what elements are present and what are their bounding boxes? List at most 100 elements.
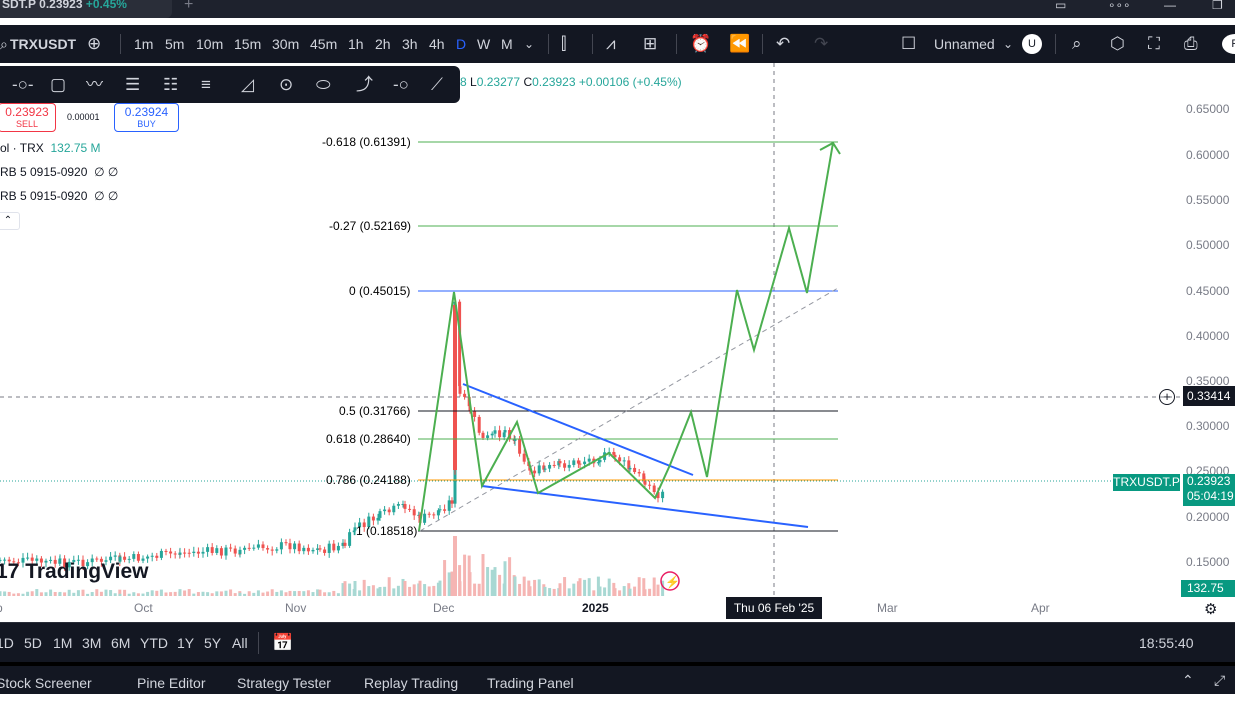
range-1y[interactable]: 1Y bbox=[177, 635, 195, 651]
volume-bar bbox=[558, 583, 562, 596]
timeframe-w[interactable]: W bbox=[477, 36, 491, 52]
volume-legend[interactable]: ol · TRX 132.75 M bbox=[0, 141, 101, 155]
volume-bar bbox=[72, 592, 76, 596]
ellipse-icon[interactable]: ⬭ bbox=[316, 75, 331, 94]
chart-pane[interactable]: ⚡ bbox=[0, 63, 1235, 622]
fullscreen-icon[interactable]: ⛶ bbox=[1148, 34, 1160, 53]
trend-line-icon[interactable]: ⟋ bbox=[431, 75, 443, 94]
volume-bar bbox=[252, 592, 256, 596]
timeframe-3h[interactable]: 3h bbox=[402, 36, 418, 52]
tab-stock-screener[interactable]: Stock Screener bbox=[0, 675, 92, 691]
user-badge[interactable]: U bbox=[1022, 34, 1042, 54]
range-1m[interactable]: 1M bbox=[53, 635, 73, 651]
undo-icon[interactable]: ↶ bbox=[776, 34, 791, 53]
range-5y[interactable]: 5Y bbox=[204, 635, 222, 651]
goto-date-icon[interactable]: 📅 bbox=[272, 633, 294, 652]
projection-path[interactable] bbox=[418, 142, 834, 532]
symbol-search-button[interactable]: TRXUSDT bbox=[10, 36, 77, 52]
fib-tool-icon[interactable]: ≡ bbox=[201, 75, 211, 94]
quick-search-icon[interactable]: ⌕ bbox=[1072, 34, 1082, 53]
minimize-icon[interactable]: — bbox=[1164, 0, 1176, 12]
timeframe-4h[interactable]: 4h bbox=[429, 36, 445, 52]
candles-icon[interactable]: ⫿ bbox=[561, 34, 567, 53]
layout-name[interactable]: Unnamed bbox=[934, 36, 995, 52]
timeframe-45m[interactable]: 45m bbox=[310, 36, 338, 52]
indicator-legend-2[interactable]: RB 5 0915-0920 ∅ ∅ bbox=[0, 189, 118, 203]
horizontal-ray-icon[interactable]: -○- bbox=[12, 75, 34, 94]
search-icon[interactable]: ⌕ bbox=[0, 36, 8, 52]
chart-tab[interactable]: SDT.P 0.23923 +0.45% bbox=[0, 0, 172, 18]
drawing-toolbar: -○- ▢ 〰 ☰ ☷ ≡ ◿ ⊙ ⬭ ⤴ -○ ⟋ bbox=[0, 66, 460, 103]
regression-icon[interactable]: ☷ bbox=[163, 75, 179, 94]
indicators-icon[interactable]: ⩘ bbox=[606, 34, 616, 53]
volume-bar bbox=[458, 565, 462, 596]
path-icon[interactable]: 〰 bbox=[86, 75, 103, 94]
more-icon[interactable]: ∘∘∘ bbox=[1108, 0, 1131, 12]
wedge-lower-line[interactable] bbox=[481, 485, 809, 528]
price-tick: 0.40000 bbox=[1186, 329, 1230, 343]
volume-bar bbox=[76, 590, 80, 596]
rectangle-icon[interactable]: ▢ bbox=[50, 75, 67, 94]
range-6m[interactable]: 6M bbox=[111, 635, 131, 651]
new-tab-icon[interactable]: + bbox=[184, 0, 194, 13]
settings-icon[interactable]: ⬡ bbox=[1110, 34, 1125, 53]
buy-button[interactable]: 0.23924 BUY bbox=[114, 103, 179, 132]
volume-bar bbox=[164, 592, 168, 596]
legend-collapse-button[interactable]: ⌃ bbox=[0, 212, 20, 230]
snapshot-icon[interactable]: ⎙ bbox=[1184, 34, 1198, 53]
compare-add-icon[interactable]: ⊕ bbox=[87, 34, 102, 53]
circle-icon[interactable]: ⊙ bbox=[279, 75, 294, 94]
range-3m[interactable]: 3M bbox=[82, 635, 102, 651]
chevron-down-icon[interactable]: ⌄ bbox=[524, 37, 535, 51]
templates-icon[interactable]: ⊞ bbox=[643, 34, 658, 53]
volume-bar bbox=[323, 592, 327, 596]
parallel-channel-icon[interactable]: ☰ bbox=[125, 75, 141, 94]
volume-legend-value: 132.75 M bbox=[50, 141, 101, 155]
screen-icon[interactable]: ▭ bbox=[1055, 0, 1067, 12]
restore-icon[interactable]: ❐ bbox=[1212, 0, 1223, 12]
wedge-upper-line[interactable] bbox=[462, 383, 694, 476]
timeframe-d[interactable]: D bbox=[456, 36, 467, 52]
add-alert-icon[interactable]: + bbox=[1159, 389, 1175, 405]
fibonacci-retracement[interactable] bbox=[418, 141, 838, 532]
tab-strategy-tester[interactable]: Strategy Tester bbox=[237, 675, 331, 691]
timeframe-1h[interactable]: 1h bbox=[348, 36, 364, 52]
timeframe-2h[interactable]: 2h bbox=[375, 36, 391, 52]
range-1d[interactable]: 1D bbox=[0, 635, 14, 651]
redo-icon[interactable]: ↷ bbox=[814, 34, 829, 53]
tab-pine-editor[interactable]: Pine Editor bbox=[137, 675, 206, 691]
top-toolbar: ⌕ TRXUSDT ⊕ 1m 5m 10m 15m 30m 45m 1h 2h … bbox=[0, 25, 1235, 63]
arc-icon[interactable]: ◿ bbox=[241, 75, 255, 94]
publish-button[interactable]: P bbox=[1222, 34, 1235, 54]
volume-bar bbox=[443, 560, 447, 596]
tab-trading-panel[interactable]: Trading Panel bbox=[487, 675, 574, 691]
timeframe-m[interactable]: M bbox=[501, 36, 513, 52]
maximize-panel-icon[interactable]: ⤢ bbox=[1214, 672, 1226, 688]
timeframe-30m[interactable]: 30m bbox=[272, 36, 300, 52]
range-5d[interactable]: 5D bbox=[24, 635, 42, 651]
timeframe-10m[interactable]: 10m bbox=[196, 36, 224, 52]
alert-icon[interactable]: ⏰ bbox=[690, 34, 712, 53]
tab-replay-trading[interactable]: Replay Trading bbox=[364, 675, 459, 691]
collapse-panel-icon[interactable]: ⌃ bbox=[1182, 672, 1194, 688]
timeframe-1m[interactable]: 1m bbox=[134, 36, 154, 52]
indicator-legend-1[interactable]: RB 5 0915-0920 ∅ ∅ bbox=[0, 165, 118, 179]
timeframe-15m[interactable]: 15m bbox=[234, 36, 262, 52]
volume-bar bbox=[576, 581, 580, 596]
range-ytd[interactable]: YTD bbox=[140, 635, 168, 651]
scale-settings-icon[interactable]: ⚙ bbox=[1204, 601, 1218, 618]
fib-trend-line[interactable] bbox=[419, 287, 839, 532]
tradingview-logo[interactable]: 17 TradingView bbox=[0, 560, 149, 584]
event-marker-icon[interactable] bbox=[660, 571, 680, 591]
replay-icon[interactable]: ⏪ bbox=[729, 34, 751, 53]
range-all[interactable]: All bbox=[232, 635, 248, 651]
volume-bar bbox=[86, 593, 90, 596]
line-segment-icon[interactable]: -○ bbox=[393, 75, 409, 94]
curve-icon[interactable]: ⤴ bbox=[356, 75, 373, 94]
sell-button[interactable]: 0.23923 SELL bbox=[0, 103, 56, 132]
volume-bar bbox=[229, 589, 233, 596]
chart-canvas[interactable]: ⚡ bbox=[0, 63, 1235, 622]
layout-chevron-icon[interactable]: ⌄ bbox=[1003, 37, 1014, 51]
layout-square-icon[interactable]: ☐ bbox=[901, 34, 917, 53]
timeframe-5m[interactable]: 5m bbox=[165, 36, 185, 52]
